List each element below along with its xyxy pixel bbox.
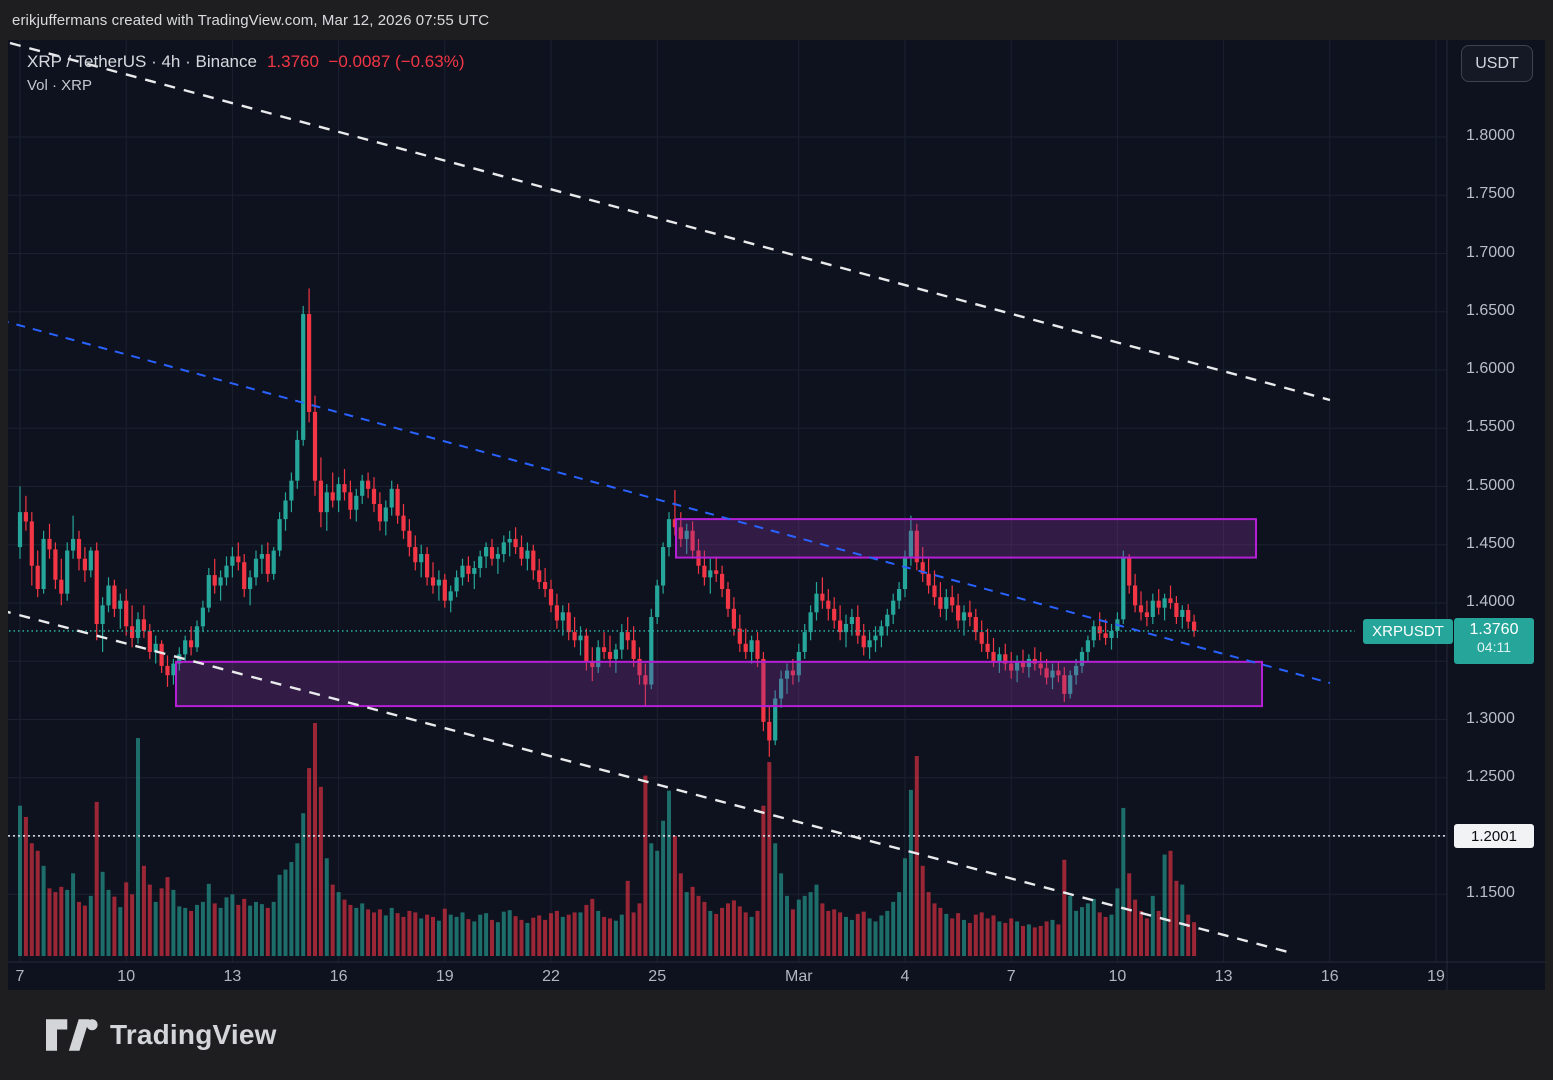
time-tick: 13 — [223, 968, 242, 985]
price-tick: 1.4000 — [1466, 593, 1515, 610]
footer-bar: TradingView — [0, 990, 1553, 1080]
upper-channel-trendline — [9, 41, 1331, 402]
time-tick: 4 — [900, 968, 910, 985]
price-tick: 1.5000 — [1466, 476, 1515, 494]
price-tick: 1.5500 — [1466, 418, 1515, 436]
tradingview-logo[interactable]: TradingView — [46, 1019, 277, 1051]
currency-toggle-button[interactable]: USDT — [1461, 45, 1533, 82]
lower-channel-trendline — [8, 610, 1289, 954]
tradingview-logo-text: TradingView — [110, 1019, 277, 1050]
last-price: 1.3760 — [266, 52, 319, 71]
chart-layers — [0, 40, 1447, 962]
time-tick: 13 — [1214, 968, 1233, 985]
price-tick: 1.7500 — [1466, 185, 1515, 203]
time-tick: 10 — [1108, 968, 1127, 985]
time-tick: 16 — [1320, 968, 1339, 985]
price-tick: 1.8000 — [1466, 127, 1515, 144]
legend-symbol-row[interactable]: XRP / TetherUS · 4h · Binance 1.3760 −0.0… — [27, 52, 465, 72]
price-tick: 1.3000 — [1466, 709, 1515, 727]
alert-level-label: 1.2001 — [1454, 824, 1534, 848]
last-price-label: 1.3760 04:11 — [1454, 618, 1534, 664]
price-tick: 1.2500 — [1466, 767, 1515, 785]
attribution-bar: erikjuffermans created with TradingView.… — [0, 0, 1553, 40]
price-tick: 1.6500 — [1466, 301, 1515, 319]
time-tick: 19 — [435, 968, 454, 985]
trendlines-layer[interactable] — [0, 41, 1331, 954]
grid-layer — [8, 40, 1447, 962]
legend-volume-row[interactable]: Vol · XRP — [27, 77, 465, 94]
demand-zone — [175, 660, 1263, 708]
time-tick: 7 — [15, 968, 25, 985]
time-tick: 19 — [1427, 968, 1445, 985]
last-price-value: 1.3760 — [1469, 621, 1519, 638]
price-tick: 1.6000 — [1466, 360, 1515, 377]
time-tick: 25 — [648, 968, 667, 985]
time-tick: 7 — [1006, 968, 1016, 985]
price-tick: 1.4500 — [1466, 534, 1515, 552]
bar-countdown: 04:11 — [1477, 639, 1511, 655]
symbol-price-tag: XRPUSDT — [1363, 619, 1453, 644]
rectangle-zones-layer[interactable] — [175, 518, 1263, 708]
price-tick: 1.7000 — [1466, 243, 1515, 261]
price-change: −0.0087 (−0.63%) — [328, 52, 465, 71]
candlestick-layer — [17, 288, 1197, 757]
attribution-text: erikjuffermans created with TradingView.… — [12, 11, 490, 29]
tradingview-logo-icon — [46, 1019, 98, 1051]
price-lines-layer — [8, 630, 1447, 837]
chart-legend: XRP / TetherUS · 4h · Binance 1.3760 −0.0… — [27, 52, 465, 94]
volume-layer — [18, 723, 1197, 956]
time-tick: 10 — [117, 968, 136, 985]
symbol-title[interactable]: XRP / TetherUS · 4h · Binance — [27, 52, 257, 71]
time-tick: 16 — [329, 968, 348, 985]
supply-zone — [675, 518, 1257, 559]
time-tick: 22 — [542, 968, 560, 985]
price-tick: 1.1500 — [1466, 884, 1515, 902]
chart-widget[interactable]: XRP / TetherUS · 4h · Binance 1.3760 −0.0… — [8, 40, 1545, 990]
volume-indicator-label[interactable]: Vol · XRP — [27, 77, 93, 94]
time-tick: Mar — [785, 968, 813, 985]
mid-trendline-trendline — [8, 321, 1331, 684]
